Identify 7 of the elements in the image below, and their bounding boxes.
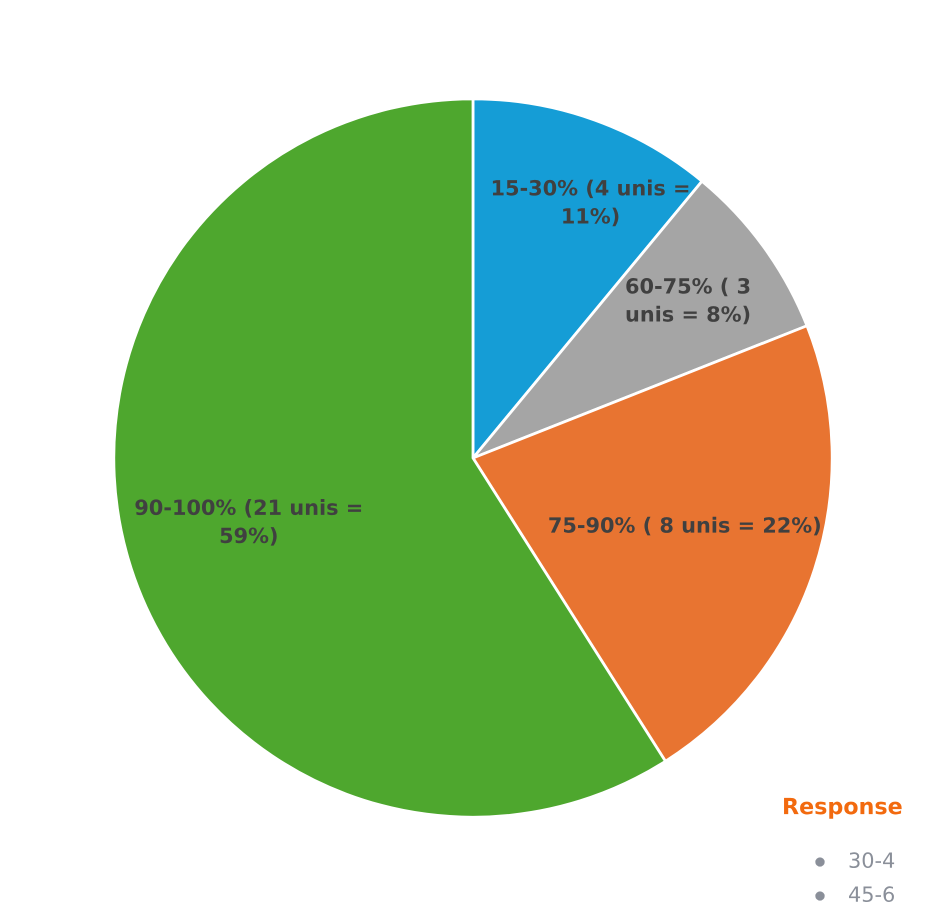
text: 45-6 bbox=[849, 886, 894, 902]
slice-label: 90-100% (21 unis = 59%) bbox=[135, 499, 362, 546]
slice-label: 75-90% ( 8 unis = 22%) bbox=[549, 516, 820, 536]
text: Response bbox=[784, 798, 902, 819]
text: 30-4 bbox=[850, 852, 894, 868]
slice-label: 60-75% ( 3 unis = 8%) bbox=[626, 278, 750, 324]
slice-label: 15-30% (4 unis = 11%) bbox=[492, 180, 688, 226]
